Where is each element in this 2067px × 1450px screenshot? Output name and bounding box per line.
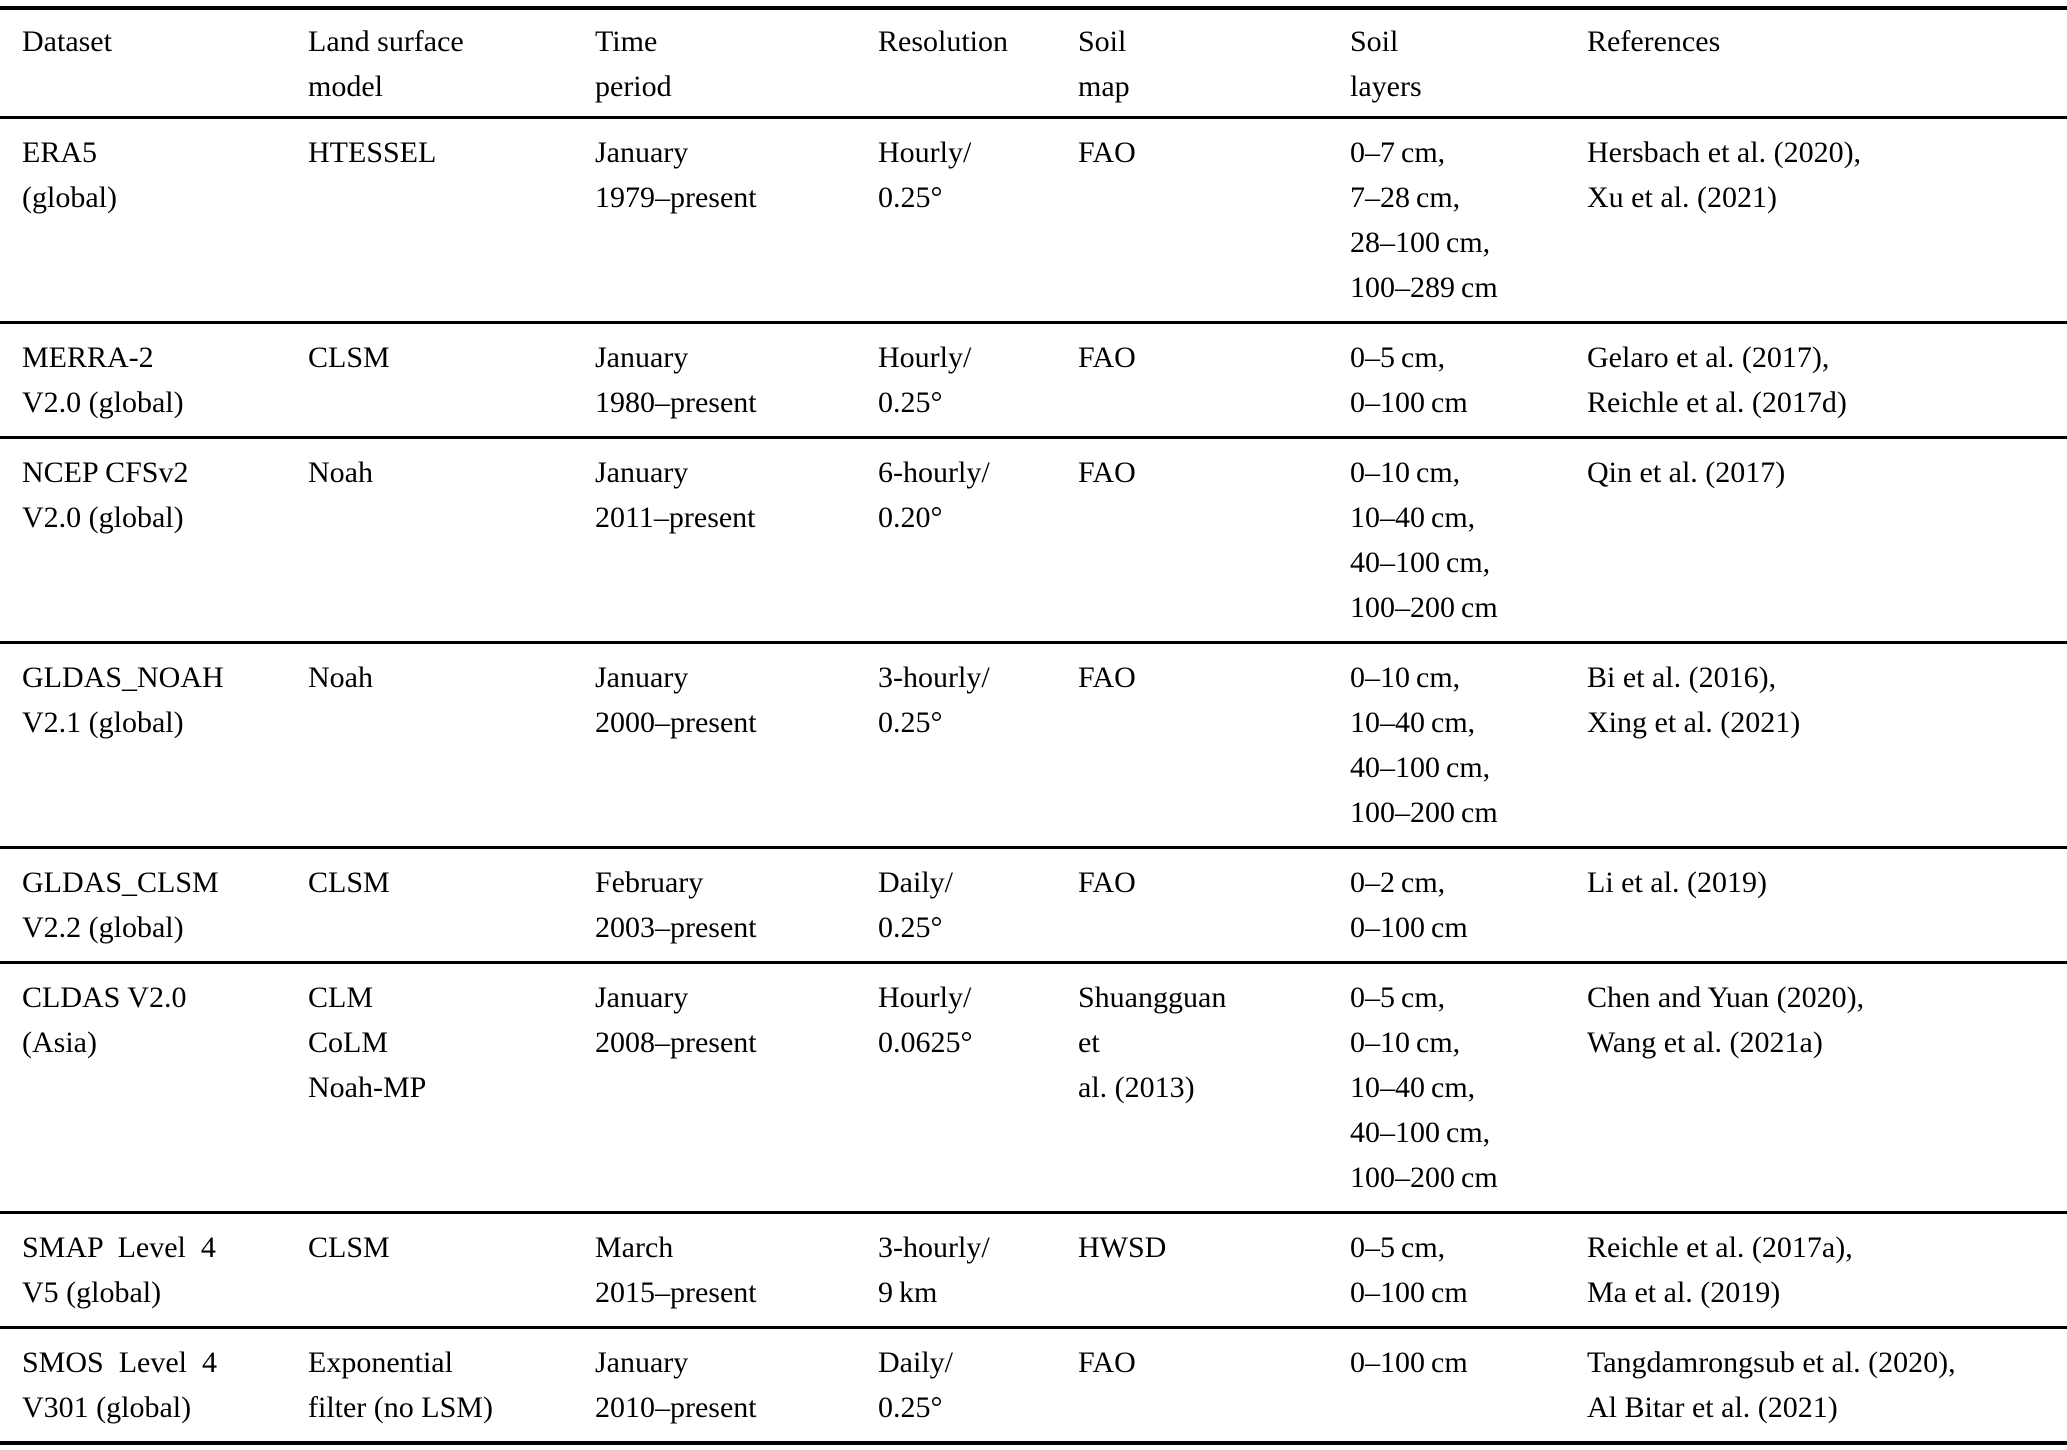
column-header-time-period: Time period bbox=[595, 25, 672, 103]
cell-time-period: March 2015–present bbox=[595, 1231, 757, 1309]
cell-soil-layers: 0–5 cm, 0–10 cm, 10–40 cm, 40–100 cm, 10… bbox=[1350, 981, 1498, 1194]
cell-soil-map: HWSD bbox=[1078, 1231, 1167, 1264]
table-row-merra2: MERRA-2 V2.0 (global) CLSM January 1980–… bbox=[0, 323, 2067, 438]
column-header-dataset: Dataset bbox=[22, 25, 112, 58]
cell-time-period: January 2010–present bbox=[595, 1346, 757, 1424]
cell-dataset: SMAP Level 4 V5 (global) bbox=[22, 1231, 216, 1309]
cell-dataset: CLDAS V2.0 (Asia) bbox=[22, 981, 187, 1059]
cell-soil-map: FAO bbox=[1078, 456, 1136, 489]
cell-dataset: MERRA-2 V2.0 (global) bbox=[22, 341, 184, 419]
cell-soil-layers: 0–5 cm, 0–100 cm bbox=[1350, 341, 1468, 419]
cell-references: Chen and Yuan (2020), Wang et al. (2021a… bbox=[1587, 981, 1865, 1059]
table-header-row: Dataset Land surface model Time period R… bbox=[0, 8, 2067, 118]
cell-references: Qin et al. (2017) bbox=[1587, 456, 1786, 489]
cell-time-period: January 2000–present bbox=[595, 661, 757, 739]
cell-soil-layers: 0–5 cm, 0–100 cm bbox=[1350, 1231, 1468, 1309]
cell-land-surface-model: Noah bbox=[308, 661, 373, 694]
cell-resolution: Hourly/ 0.25° bbox=[878, 341, 972, 419]
cell-references: Reichle et al. (2017a), Ma et al. (2019) bbox=[1587, 1231, 1853, 1309]
cell-time-period: January 2011–present bbox=[595, 456, 756, 534]
cell-references: Hersbach et al. (2020), Xu et al. (2021) bbox=[1587, 136, 1862, 214]
cell-time-period: January 1980–present bbox=[595, 341, 757, 419]
cell-soil-layers: 0–10 cm, 10–40 cm, 40–100 cm, 100–200 cm bbox=[1350, 661, 1498, 829]
cell-references: Li et al. (2019) bbox=[1587, 866, 1767, 899]
cell-land-surface-model: CLSM bbox=[308, 866, 390, 899]
cell-soil-map: Shuangguan et al. (2013) bbox=[1078, 981, 1227, 1104]
cell-land-surface-model: Exponential filter (no LSM) bbox=[308, 1346, 493, 1424]
column-header-resolution: Resolution bbox=[878, 25, 1009, 58]
cell-resolution: 3-hourly/ 9 km bbox=[878, 1231, 990, 1309]
cell-soil-map: FAO bbox=[1078, 1346, 1136, 1379]
cell-land-surface-model: HTESSEL bbox=[308, 136, 437, 169]
cell-land-surface-model: CLSM bbox=[308, 341, 390, 374]
cell-resolution: Daily/ 0.25° bbox=[878, 1346, 953, 1424]
cell-resolution: Hourly/ 0.0625° bbox=[878, 981, 973, 1059]
cell-land-surface-model: CLM CoLM Noah-MP bbox=[308, 981, 427, 1104]
table-row-gldas-noah: GLDAS_NOAH V2.1 (global) Noah January 20… bbox=[0, 643, 2067, 848]
cell-time-period: February 2003–present bbox=[595, 866, 757, 944]
cell-land-surface-model: Noah bbox=[308, 456, 373, 489]
column-header-soil-map: Soil map bbox=[1078, 25, 1130, 103]
cell-references: Bi et al. (2016), Xing et al. (2021) bbox=[1587, 661, 1801, 739]
cell-references: Gelaro et al. (2017), Reichle et al. (20… bbox=[1587, 341, 1847, 419]
column-header-land-surface-model: Land surface model bbox=[308, 25, 464, 103]
cell-dataset: NCEP CFSv2 V2.0 (global) bbox=[22, 456, 189, 534]
cell-resolution: 3-hourly/ 0.25° bbox=[878, 661, 990, 739]
cell-land-surface-model: CLSM bbox=[308, 1231, 390, 1264]
column-header-soil-layers: Soil layers bbox=[1350, 25, 1422, 103]
cell-resolution: Hourly/ 0.25° bbox=[878, 136, 972, 214]
cell-dataset: ERA5 (global) bbox=[22, 136, 117, 214]
cell-time-period: January 2008–present bbox=[595, 981, 757, 1059]
table-row-smos: SMOS Level 4 V301 (global) Exponential f… bbox=[0, 1328, 2067, 1443]
cell-soil-map: FAO bbox=[1078, 866, 1136, 899]
cell-soil-layers: 0–10 cm, 10–40 cm, 40–100 cm, 100–200 cm bbox=[1350, 456, 1498, 624]
cell-soil-map: FAO bbox=[1078, 136, 1136, 169]
cell-dataset: GLDAS_CLSM V2.2 (global) bbox=[22, 866, 219, 944]
table-row-ncep-cfsv2: NCEP CFSv2 V2.0 (global) Noah January 20… bbox=[0, 438, 2067, 643]
column-header-references: References bbox=[1587, 25, 1721, 58]
cell-soil-map: FAO bbox=[1078, 661, 1136, 694]
table-row-cldas: CLDAS V2.0 (Asia) CLM CoLM Noah-MP Janua… bbox=[0, 963, 2067, 1213]
datasets-table: Dataset Land surface model Time period R… bbox=[0, 6, 2067, 1445]
cell-references: Tangdamrongsub et al. (2020), Al Bitar e… bbox=[1587, 1346, 1956, 1424]
cell-soil-map: FAO bbox=[1078, 341, 1136, 374]
table-row-gldas-clsm: GLDAS_CLSM V2.2 (global) CLSM February 2… bbox=[0, 848, 2067, 963]
table-row-smap: SMAP Level 4 V5 (global) CLSM March 2015… bbox=[0, 1213, 2067, 1328]
cell-dataset: SMOS Level 4 V301 (global) bbox=[22, 1346, 217, 1424]
cell-dataset: GLDAS_NOAH V2.1 (global) bbox=[22, 661, 224, 739]
cell-resolution: 6-hourly/ 0.20° bbox=[878, 456, 990, 534]
cell-soil-layers: 0–100 cm bbox=[1350, 1346, 1468, 1379]
table-row-era5: ERA5 (global) HTESSEL January 1979–prese… bbox=[0, 118, 2067, 323]
cell-soil-layers: 0–7 cm, 7–28 cm, 28–100 cm, 100–289 cm bbox=[1350, 136, 1498, 304]
cell-resolution: Daily/ 0.25° bbox=[878, 866, 953, 944]
cell-soil-layers: 0–2 cm, 0–100 cm bbox=[1350, 866, 1468, 944]
cell-time-period: January 1979–present bbox=[595, 136, 757, 214]
